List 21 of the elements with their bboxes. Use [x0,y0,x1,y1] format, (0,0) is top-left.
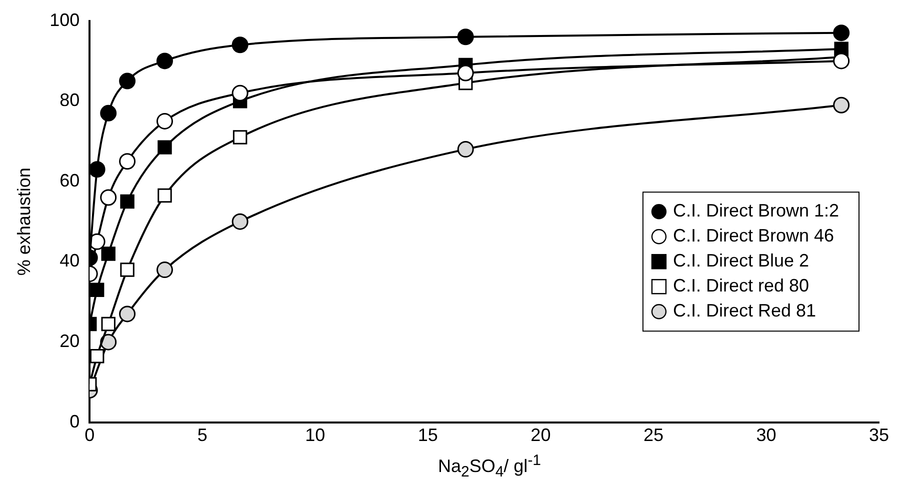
x-tick-label: 30 [756,425,776,446]
y-tick-label: 40 [60,250,80,271]
legend-label: C.I. Direct Red 81 [672,300,816,321]
y-tick-label: 100 [50,10,80,30]
legend-label: C.I. Direct Brown 1:2 [672,200,840,221]
x-tick-label: 0 [84,425,95,446]
legend-label: C.I. Direct Blue 2 [672,250,809,271]
legend-label: C.I. Direct Brown 46 [672,226,834,246]
y-tick-label: 0 [70,411,80,432]
y-tick-label: 20 [60,331,80,352]
x-tick-label: 15 [418,425,438,446]
legend-label: C.I. Direct red 80 [672,276,809,296]
x-tick-label: 35 [868,425,890,446]
y-tick-label: 60 [60,170,80,190]
y-tick-label: 80 [60,90,80,110]
x-tick-label: 10 [305,425,326,446]
x-axis-title: Na$_{2}$SO$_{4}$/ gl$^{-1}$ [436,452,542,481]
x-tick-label: 25 [643,425,664,446]
x-tick-label: 20 [530,425,551,446]
x-tick-label: 5 [197,425,208,446]
y-axis-title: % exhaustion [14,168,34,276]
